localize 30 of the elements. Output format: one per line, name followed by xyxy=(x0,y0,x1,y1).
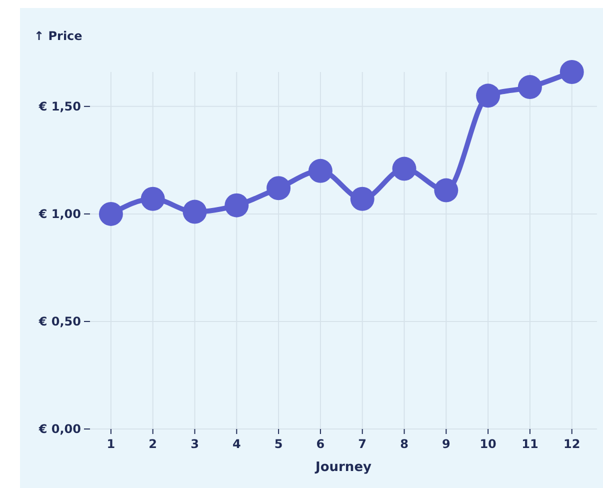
x-tick-label: 9 xyxy=(442,437,450,451)
point xyxy=(560,60,584,84)
x-tick-label: 5 xyxy=(274,437,283,451)
x-tick-label: 6 xyxy=(316,437,325,451)
x-tick-label: 4 xyxy=(232,437,241,451)
point xyxy=(434,178,458,202)
point xyxy=(182,200,207,224)
x-tick-label: 1 xyxy=(106,437,116,451)
y-axis-title: ↑ Price xyxy=(34,29,82,43)
point xyxy=(224,193,249,218)
point xyxy=(476,84,500,108)
x-tick-label: 12 xyxy=(564,437,580,451)
point xyxy=(392,156,416,181)
point xyxy=(266,176,291,200)
y-tick-label: € 0,00 xyxy=(38,422,81,436)
x-tick-label: 2 xyxy=(148,437,158,451)
y-tick-label: € 1,00 xyxy=(38,207,81,222)
x-tick-label: 11 xyxy=(522,437,538,451)
x-tick-label: 10 xyxy=(480,437,496,451)
point xyxy=(98,202,123,226)
point xyxy=(518,75,542,100)
x-tick-label: 8 xyxy=(400,437,408,451)
point xyxy=(308,158,332,183)
point xyxy=(350,186,374,211)
y-tick-label: € 1,50 xyxy=(38,100,81,114)
y-tick-label: € 0,50 xyxy=(38,314,81,329)
x-axis-title: Journey xyxy=(314,460,372,475)
point xyxy=(140,186,165,211)
x-tick-label: 7 xyxy=(358,437,367,451)
x-tick-label: 3 xyxy=(190,437,199,451)
